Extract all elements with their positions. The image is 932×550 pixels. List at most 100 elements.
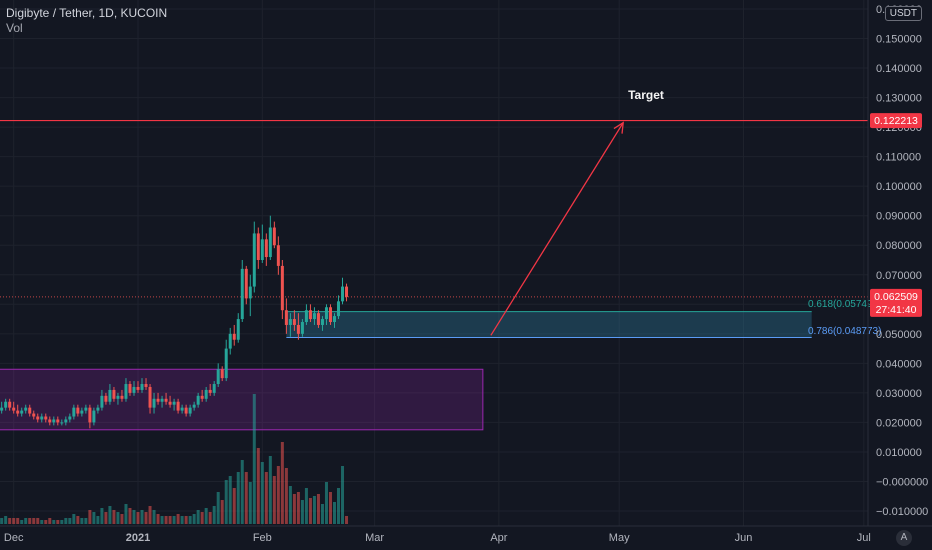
- candle-body: [288, 319, 292, 325]
- volume-bar: [144, 512, 148, 524]
- volume-bar: [100, 508, 104, 524]
- accumulation-box: [0, 368, 484, 431]
- price-tick-label: 0.050000: [876, 329, 922, 341]
- candle-body: [80, 410, 84, 414]
- time-tick-label: Jul: [857, 532, 871, 544]
- symbol-title[interactable]: Digibyte / Tether, 1D, KUCOIN: [6, 6, 168, 20]
- candle-body: [12, 407, 16, 411]
- volume-bar: [276, 466, 280, 524]
- volume-bar: [184, 516, 188, 524]
- price-tick-label: 0.030000: [876, 388, 922, 400]
- candle-body: [212, 384, 216, 393]
- candle-body: [112, 389, 116, 399]
- candle-body: [341, 286, 345, 302]
- volume-bar: [88, 510, 92, 524]
- candle-body: [136, 386, 140, 390]
- candle-body: [252, 233, 256, 287]
- volume-bar: [148, 506, 152, 524]
- volume-bar: [308, 498, 312, 524]
- candle-body: [156, 398, 160, 402]
- candlesticks[interactable]: [0, 215, 349, 429]
- volume-bar: [332, 502, 336, 524]
- volume-bar: [104, 512, 108, 524]
- candle-body: [220, 369, 224, 379]
- volume-bar: [316, 494, 320, 524]
- candle-body: [292, 319, 296, 325]
- target-price-badge: 0.122213: [870, 113, 922, 129]
- target-arrow[interactable]: [490, 121, 624, 336]
- volume-bar: [337, 488, 340, 524]
- volume-bar: [304, 488, 308, 524]
- candle-body: [224, 348, 228, 379]
- volume-bar: [56, 520, 60, 524]
- volume-bar: [284, 468, 288, 524]
- volume-bar: [280, 442, 284, 524]
- svg-text:0.062509: 0.062509: [874, 291, 918, 303]
- volume-bar: [32, 518, 36, 524]
- candle-body: [164, 398, 168, 402]
- volume-bar: [328, 492, 332, 524]
- candle-body: [180, 407, 184, 411]
- fib-618-label: 0.618(0.057497): [808, 299, 881, 310]
- accumulation-zone[interactable]: [0, 368, 484, 431]
- candle-body: [84, 407, 88, 411]
- volume-bar: [244, 472, 248, 524]
- candle-body: [24, 407, 28, 411]
- price-tick-label: 0.090000: [876, 211, 922, 223]
- candle-body: [152, 398, 156, 408]
- volume-bar: [128, 508, 132, 524]
- candle-body: [200, 395, 204, 399]
- candle-body: [116, 395, 120, 399]
- candle-body: [308, 310, 312, 320]
- volume-indicator-label[interactable]: Vol: [6, 21, 23, 35]
- candle-body: [172, 401, 176, 405]
- candle-body: [216, 369, 220, 385]
- time-axis[interactable]: Dec 2021 Feb Mar Apr May Jun Jul: [4, 532, 871, 544]
- candle-body: [88, 407, 92, 423]
- volume-bar: [272, 476, 276, 524]
- candle-body: [272, 227, 276, 246]
- currency-label[interactable]: USDT: [884, 6, 922, 21]
- candle-body: [160, 398, 164, 402]
- candle-body: [76, 407, 80, 414]
- candle-body: [108, 389, 112, 402]
- volume-bar: [180, 516, 184, 524]
- volume-bar: [256, 448, 260, 524]
- candle-body: [244, 268, 248, 299]
- target-annotation[interactable]: Target: [628, 88, 664, 102]
- volume-bar: [156, 514, 160, 524]
- price-tick-label: 0.020000: [876, 417, 922, 429]
- candle-body: [264, 239, 268, 258]
- volume-bar: [204, 508, 208, 524]
- candle-body: [328, 307, 332, 323]
- candle-body: [4, 401, 8, 408]
- candle-body: [228, 333, 232, 349]
- candle-body: [20, 410, 24, 414]
- volume-bar: [208, 512, 212, 524]
- fib-retracement-zone[interactable]: [286, 311, 812, 338]
- volume-bar: [345, 516, 349, 524]
- volume-bar: [248, 482, 252, 524]
- volume-bar: [36, 518, 40, 524]
- volume-bar: [12, 518, 16, 524]
- candle-body: [52, 419, 56, 423]
- price-tick-label: −0.000000: [876, 476, 928, 488]
- volume-bar: [212, 506, 216, 524]
- price-tick-label: 0.080000: [876, 240, 922, 252]
- auto-scale-button[interactable]: A: [896, 530, 912, 546]
- time-tick-label: May: [609, 532, 630, 544]
- volume-bar: [176, 514, 180, 524]
- arrow-head: [613, 121, 624, 134]
- volume-bar: [76, 516, 80, 524]
- candle-body: [204, 389, 208, 399]
- candle-body: [276, 245, 280, 266]
- volume-bar: [52, 520, 56, 524]
- volume-bar: [268, 456, 272, 524]
- volume-bar: [164, 516, 168, 524]
- price-tick-label: 0.150000: [876, 34, 922, 46]
- candle-body: [345, 286, 349, 297]
- price-tick-label: 0.130000: [876, 93, 922, 105]
- candle-body: [28, 407, 32, 414]
- volume-bar: [92, 512, 96, 524]
